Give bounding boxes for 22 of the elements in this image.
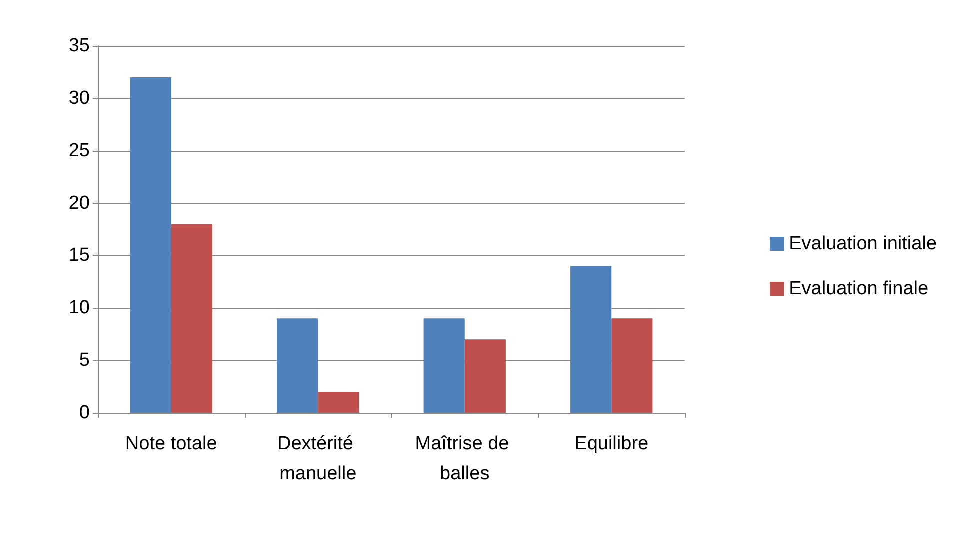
bar [171,224,212,413]
bar [464,340,506,413]
y-tick-label: 5 [79,350,90,372]
y-tick-label: 20 [68,192,90,214]
y-tick-label: 30 [68,88,90,109]
bar [424,318,465,413]
legend-label: Evaluation initiale [789,234,938,254]
x-tick-label: Maîtrise de balles [415,434,515,484]
bar [612,318,653,413]
x-tick-label: Dextérité manuelle [277,434,359,484]
legend-label: Evaluation finale [789,278,929,300]
x-tick-label: Equilibre [574,434,649,454]
y-tick-label: 15 [68,245,90,266]
y-tick-label: 10 [68,298,90,319]
y-tick-label: 35 [68,36,90,56]
x-tick-label: Note totale [125,434,218,454]
bar [570,266,612,413]
bar [277,318,318,413]
bar [318,392,360,413]
y-tick-label: 0 [79,402,90,424]
bar [130,77,172,413]
y-tick-label: 25 [68,140,90,162]
